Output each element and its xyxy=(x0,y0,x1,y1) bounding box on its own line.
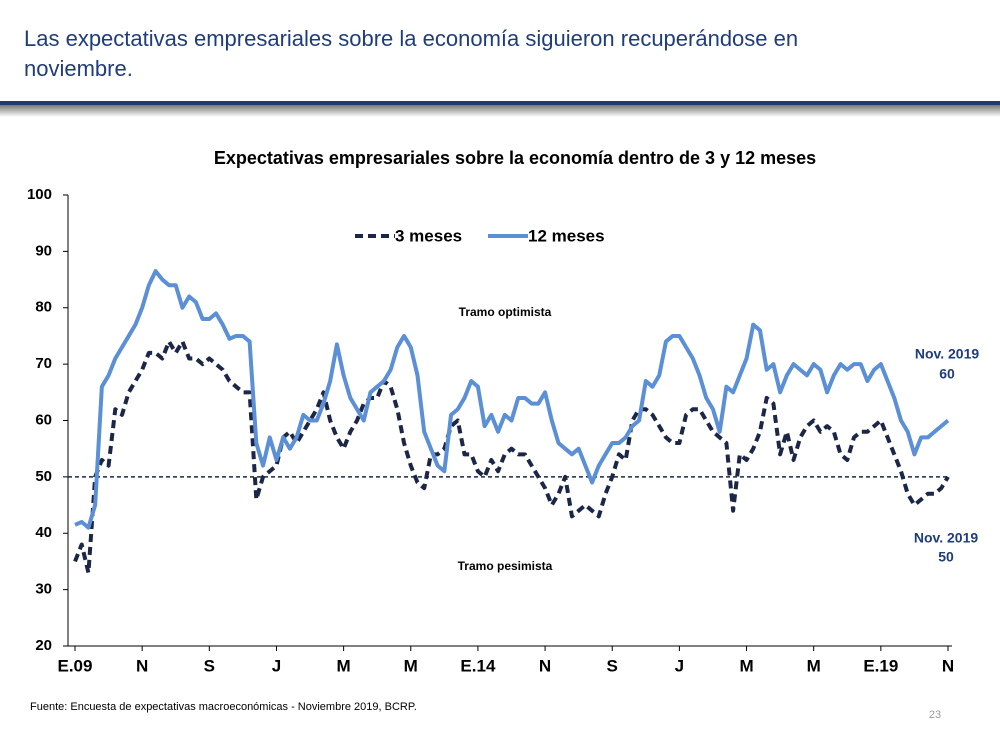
x-tick-label: E.09 xyxy=(58,656,93,675)
x-tick-label: M xyxy=(739,656,753,675)
x-tick-label: E.14 xyxy=(460,656,496,675)
chart-title: Expectativas empresariales sobre la econ… xyxy=(214,148,816,168)
y-tick-label: 60 xyxy=(35,411,52,428)
slide-title-2: noviembre. xyxy=(24,56,133,81)
legend-label: 12 meses xyxy=(528,226,605,245)
y-tick-label: 30 xyxy=(35,581,52,598)
x-tick-label: E.19 xyxy=(863,656,898,675)
value-label: 50 xyxy=(938,549,954,565)
x-tick-label: J xyxy=(675,656,684,675)
series-line xyxy=(73,339,950,575)
header-rule xyxy=(0,101,1000,105)
x-tick-label: N xyxy=(539,656,551,675)
y-tick-label: 100 xyxy=(27,186,52,203)
annotation: Tramo pesimista xyxy=(458,559,553,573)
value-label: 60 xyxy=(939,366,955,382)
y-tick-label: 80 xyxy=(35,299,52,316)
annotation: Tramo optimista xyxy=(459,305,552,319)
y-tick-label: 20 xyxy=(35,637,52,654)
annotation: Nov. 2019 xyxy=(914,530,979,546)
x-tick-label: S xyxy=(204,656,215,675)
series-line xyxy=(74,269,950,530)
x-tick-label: N xyxy=(942,656,954,675)
y-tick-label: 70 xyxy=(35,355,52,372)
x-tick-label: M xyxy=(337,656,351,675)
page-number: 23 xyxy=(929,709,941,721)
slide-title-1: Las expectativas empresariales sobre la … xyxy=(24,26,798,51)
x-tick-label: N xyxy=(136,656,148,675)
y-tick-label: 90 xyxy=(35,242,52,259)
x-tick-label: M xyxy=(807,656,821,675)
header-shadow xyxy=(0,105,1000,117)
legend-label: 3 meses xyxy=(395,226,462,245)
x-tick-label: S xyxy=(607,656,618,675)
y-tick-label: 40 xyxy=(35,524,52,541)
x-tick-label: J xyxy=(272,656,281,675)
source: Fuente: Encuesta de expectativas macroec… xyxy=(30,701,417,713)
annotation: Nov. 2019 xyxy=(915,346,980,362)
y-tick-label: 50 xyxy=(35,468,52,485)
x-tick-label: M xyxy=(404,656,418,675)
